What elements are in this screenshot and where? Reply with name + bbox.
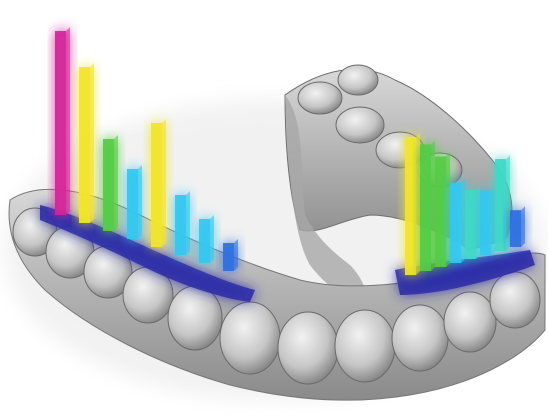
base-glow — [40, 205, 535, 302]
bar — [103, 135, 118, 231]
bar — [223, 239, 238, 271]
bar — [127, 165, 142, 239]
bar — [199, 215, 214, 263]
bar — [405, 133, 420, 275]
tooth — [443, 291, 497, 353]
teeth-row — [12, 207, 541, 385]
tooth — [489, 271, 541, 329]
bar — [495, 155, 510, 251]
bar — [510, 206, 525, 247]
tooth — [167, 285, 223, 351]
bar — [79, 63, 94, 223]
tooth — [335, 106, 385, 144]
tooth — [391, 304, 449, 372]
bar — [450, 178, 465, 263]
right-bar-cluster — [405, 133, 525, 275]
bar — [480, 186, 495, 255]
tooth — [337, 64, 379, 96]
tooth — [297, 81, 343, 115]
tooth — [219, 301, 281, 375]
tooth — [277, 311, 339, 385]
left-bar-cluster — [55, 27, 238, 271]
bar — [435, 152, 450, 267]
bar — [420, 140, 435, 271]
tooth — [334, 309, 396, 383]
bar — [55, 27, 70, 215]
bar — [175, 191, 190, 255]
bar — [465, 186, 480, 259]
bar — [151, 119, 166, 247]
